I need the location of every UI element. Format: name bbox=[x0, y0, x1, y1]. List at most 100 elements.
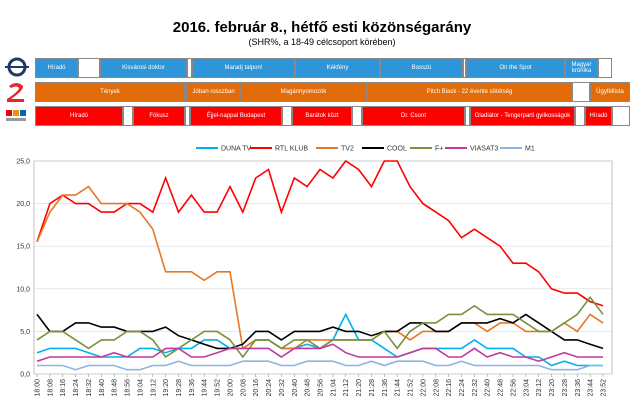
y-tick-label: 10,0 bbox=[16, 286, 30, 293]
x-tick-label: 22:32 bbox=[472, 379, 479, 397]
x-tick-label: 22:40 bbox=[485, 379, 492, 397]
x-tick-label: 20:24 bbox=[266, 379, 273, 397]
x-tick-label: 19:04 bbox=[137, 379, 144, 397]
x-tick-label: 19:36 bbox=[189, 379, 196, 397]
program-block: Gladiátor - Tengerparti gyilkosságok bbox=[470, 106, 575, 126]
x-tick-label: 18:16 bbox=[60, 379, 67, 397]
program-block: Dr. Csont bbox=[362, 106, 465, 126]
x-tick-label: 20:32 bbox=[279, 379, 286, 397]
schedule-gap bbox=[572, 82, 590, 102]
schedule-gap bbox=[282, 106, 292, 126]
program-block: Kisvárosi doktor bbox=[100, 58, 187, 78]
program-block: Barátok közt bbox=[292, 106, 352, 126]
x-tick-label: 20:48 bbox=[305, 379, 312, 397]
chart-title: 2016. február 8., hétfő esti közönségará… bbox=[173, 19, 472, 36]
x-tick-label: 21:36 bbox=[382, 379, 389, 397]
x-tick-label: 18:08 bbox=[47, 379, 54, 397]
x-tick-label: 22:16 bbox=[446, 379, 453, 397]
x-tick-label: 22:08 bbox=[433, 379, 440, 397]
plot-frame bbox=[33, 160, 613, 375]
series-line bbox=[36, 159, 604, 307]
program-block: Híradó bbox=[35, 58, 78, 78]
program-block: Híradó bbox=[585, 106, 612, 126]
schedule-gap bbox=[463, 58, 466, 78]
legend-label: RTL KLUB bbox=[275, 146, 308, 153]
x-tick-label: 18:40 bbox=[99, 379, 106, 397]
legend-label: COOL bbox=[387, 146, 407, 153]
program-block: Éjjel-nappal Budapest bbox=[190, 106, 282, 126]
series-line bbox=[36, 343, 603, 363]
program-block: Fókusz bbox=[133, 106, 185, 126]
x-tick-label: 18:56 bbox=[125, 379, 132, 397]
y-tick-label: 20,0 bbox=[16, 201, 30, 208]
program-block: Híradó bbox=[35, 106, 123, 126]
y-tick-label: 25,0 bbox=[16, 159, 30, 166]
schedule-gap bbox=[187, 58, 192, 78]
program-block: Bosszú bbox=[380, 58, 463, 78]
x-tick-label: 20:00 bbox=[227, 379, 234, 397]
program-block: Pitch Black - 22 évente sötétség bbox=[367, 82, 572, 102]
logo-tv2 bbox=[7, 83, 24, 102]
x-tick-label: 20:08 bbox=[240, 379, 247, 397]
x-tick-label: 23:28 bbox=[562, 379, 569, 397]
program-block: Kékfény bbox=[295, 58, 380, 78]
schedule-gap bbox=[123, 106, 133, 126]
x-tick-label: 21:12 bbox=[343, 379, 350, 397]
x-tick-label: 23:12 bbox=[536, 379, 543, 397]
x-tick-label: 21:28 bbox=[369, 379, 376, 397]
schedule-gap bbox=[575, 106, 585, 126]
schedule-gap bbox=[185, 106, 190, 126]
x-tick-label: 21:20 bbox=[356, 379, 363, 397]
x-tick-label: 21:04 bbox=[330, 379, 337, 397]
chart-subtitle: (SHR%, a 18-49 célcsoport körében) bbox=[248, 37, 395, 47]
program-block: Ügyféllista bbox=[590, 82, 630, 102]
schedule-gap bbox=[465, 106, 470, 126]
x-tick-label: 23:52 bbox=[601, 379, 608, 397]
x-tick-label: 18:32 bbox=[86, 379, 93, 397]
y-tick-label: 0,0 bbox=[20, 372, 30, 379]
series-line bbox=[37, 360, 603, 371]
x-tick-label: 18:48 bbox=[112, 379, 119, 397]
program-block: Magyar krónika bbox=[565, 58, 598, 78]
x-tick-label: 19:20 bbox=[163, 379, 170, 397]
x-tick-label: 21:44 bbox=[395, 379, 402, 397]
x-tick-label: 19:28 bbox=[176, 379, 183, 397]
program-block: Jóban rosszban bbox=[187, 82, 240, 102]
logo-rtl bbox=[6, 110, 26, 121]
legend-label: F+ bbox=[435, 146, 443, 153]
x-tick-label: 20:16 bbox=[253, 379, 260, 397]
x-tick-label: 23:04 bbox=[523, 379, 530, 397]
x-tick-label: 18:24 bbox=[73, 379, 80, 397]
x-tick-label: 23:20 bbox=[549, 379, 556, 397]
y-tick-label: 5,0 bbox=[20, 329, 30, 336]
schedule-gap bbox=[612, 106, 630, 126]
schedule-gap bbox=[185, 82, 187, 102]
logo-m1 bbox=[5, 57, 29, 77]
x-tick-label: 21:52 bbox=[408, 379, 415, 397]
legend-label: VIASAT3 bbox=[470, 146, 498, 153]
x-tick-label: 22:48 bbox=[498, 379, 505, 397]
x-tick-label: 19:44 bbox=[202, 379, 209, 397]
x-tick-label: 23:44 bbox=[588, 379, 595, 397]
x-tick-label: 23:36 bbox=[575, 379, 582, 397]
legend-label: TV2 bbox=[341, 146, 354, 153]
x-tick-label: 22:00 bbox=[420, 379, 427, 397]
schedule-gap bbox=[78, 58, 100, 78]
y-tick-label: 15,0 bbox=[16, 244, 30, 251]
x-tick-label: 20:40 bbox=[292, 379, 299, 397]
x-tick-label: 19:12 bbox=[150, 379, 157, 397]
program-block: Tények bbox=[35, 82, 185, 102]
legend-label: M1 bbox=[525, 146, 535, 153]
x-tick-label: 18:00 bbox=[35, 379, 42, 397]
x-tick-label: 22:24 bbox=[459, 379, 466, 397]
x-tick-label: 19:52 bbox=[215, 379, 222, 397]
series-line bbox=[36, 185, 604, 350]
program-block: On the Spot bbox=[466, 58, 565, 78]
program-block: Magánnyomozók bbox=[240, 82, 367, 102]
schedule-gap bbox=[598, 58, 612, 78]
schedule-gap bbox=[352, 106, 362, 126]
program-block: Maradj talpon! bbox=[192, 58, 295, 78]
x-tick-label: 20:56 bbox=[318, 379, 325, 397]
